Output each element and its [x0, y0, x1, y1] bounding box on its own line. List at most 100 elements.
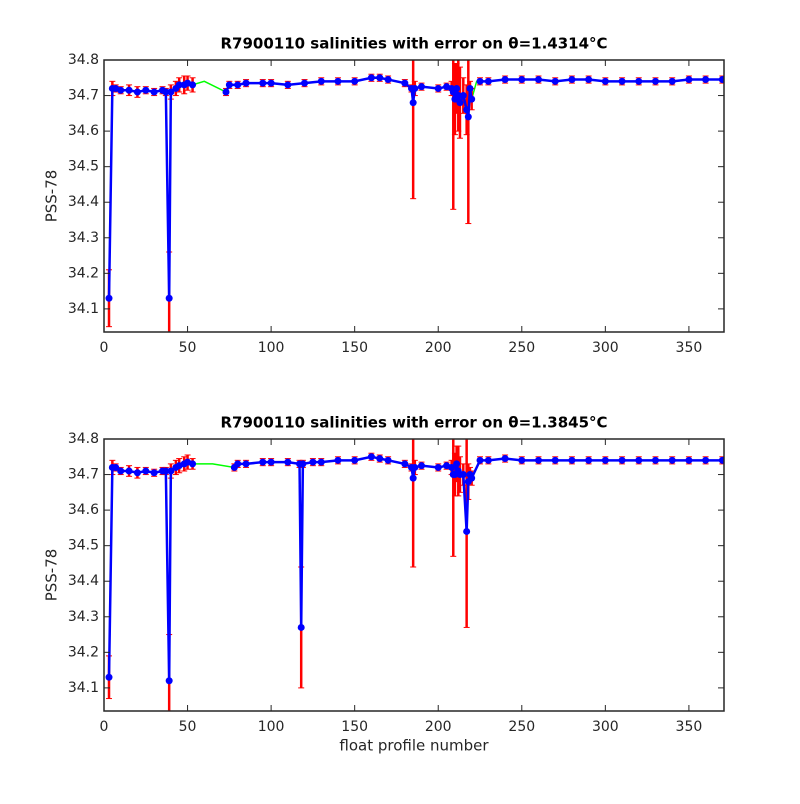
x-tick-label: 300 [592, 719, 619, 735]
y-tick-label: 34.2 [68, 265, 99, 281]
data-point [434, 84, 442, 92]
y-axis-label: PSS-78 [43, 170, 61, 223]
x-tick-label: 250 [508, 719, 535, 735]
chart-title: R7900110 salinities with error on θ=1.43… [220, 35, 607, 53]
data-point [259, 79, 267, 87]
data-point [167, 467, 175, 475]
data-point [165, 677, 173, 685]
plot-content [105, 60, 724, 332]
x-tick-label: 0 [100, 719, 109, 735]
y-tick-label: 34.6 [68, 123, 99, 139]
x-tick-label: 250 [508, 340, 535, 356]
data-point [150, 469, 158, 477]
data-point [434, 463, 442, 471]
data-point [367, 453, 375, 461]
data-point [234, 460, 242, 468]
data-point [651, 77, 659, 85]
data-point [376, 74, 384, 82]
data-point [309, 458, 317, 466]
y-tick-label: 34.4 [68, 194, 99, 210]
data-point [466, 84, 474, 92]
data-point [105, 673, 113, 681]
data-point [409, 99, 417, 107]
data-point [476, 77, 484, 85]
data-point [376, 455, 384, 463]
data-point [459, 471, 467, 479]
x-tick-label: 300 [592, 340, 619, 356]
data-point [411, 463, 419, 471]
data-point [175, 81, 183, 89]
y-tick-label: 34.4 [68, 573, 99, 589]
plot-content [105, 439, 724, 711]
data-point [453, 460, 461, 468]
data-point [618, 456, 626, 464]
data-point [189, 460, 197, 468]
data-point [189, 81, 197, 89]
data-point [484, 456, 492, 464]
data-point [117, 467, 125, 475]
data-point [162, 467, 170, 475]
data-point [464, 113, 472, 121]
x-tick-label: 200 [425, 719, 452, 735]
x-axis-label: float profile number [339, 737, 489, 755]
y-tick-label: 34.2 [68, 644, 99, 660]
x-tick-label: 350 [676, 719, 703, 735]
data-point [685, 456, 693, 464]
data-point [535, 76, 543, 84]
data-point [463, 106, 471, 114]
data-point [297, 623, 305, 631]
data-point [551, 77, 559, 85]
data-point [685, 76, 693, 84]
data-point [454, 92, 462, 100]
data-point [384, 456, 392, 464]
data-point [384, 76, 392, 84]
chart-title: R7900110 salinities with error on θ=1.38… [220, 414, 607, 432]
data-point [267, 79, 275, 87]
y-tick-label: 34.5 [68, 538, 99, 554]
data-point [568, 76, 576, 84]
data-point [411, 84, 419, 92]
data-point [601, 456, 609, 464]
x-tick-label: 0 [100, 340, 109, 356]
x-tick-label: 200 [425, 340, 452, 356]
data-point [133, 469, 141, 477]
y-tick-label: 34.7 [68, 88, 99, 104]
data-point [635, 77, 643, 85]
data-point [259, 458, 267, 466]
data-point [668, 77, 676, 85]
data-point [165, 294, 173, 302]
data-point [718, 456, 724, 464]
data-point [551, 456, 559, 464]
data-point [535, 456, 543, 464]
data-point [518, 76, 526, 84]
data-point [635, 456, 643, 464]
data-point [476, 456, 484, 464]
axes-frame [103, 59, 725, 333]
x-tick-label: 150 [341, 719, 368, 735]
data-point [142, 467, 150, 475]
data-point [242, 79, 250, 87]
x-tick-label: 100 [258, 719, 285, 735]
data-point [267, 458, 275, 466]
data-point [284, 81, 292, 89]
data-point [222, 88, 230, 96]
data-point [284, 458, 292, 466]
x-tick-label: 100 [258, 340, 285, 356]
y-tick-label: 34.6 [68, 502, 99, 518]
y-tick-label: 34.5 [68, 159, 99, 175]
data-point [162, 88, 170, 96]
data-point [459, 92, 467, 100]
x-tick-label: 50 [179, 719, 197, 735]
data-point [125, 467, 133, 475]
data-point [301, 79, 309, 87]
data-point [501, 76, 509, 84]
data-point [585, 456, 593, 464]
data-point [351, 456, 359, 464]
data-point [317, 77, 325, 85]
data-point [651, 456, 659, 464]
data-point [448, 463, 456, 471]
data-point [334, 77, 342, 85]
data-point [242, 460, 250, 468]
data-point [463, 527, 471, 535]
